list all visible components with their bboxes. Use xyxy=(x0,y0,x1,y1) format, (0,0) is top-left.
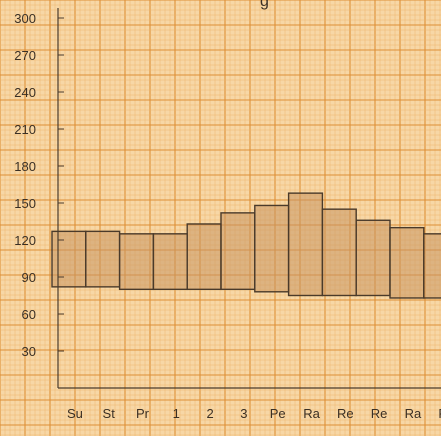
axes-layer xyxy=(57,8,441,389)
bar xyxy=(287,192,324,297)
bar xyxy=(85,230,121,288)
y-tick-label: 150 xyxy=(14,196,36,211)
x-tick-label: 3 xyxy=(240,406,247,421)
y-tick-label: 120 xyxy=(14,233,36,248)
x-tick-label: Re xyxy=(337,406,354,421)
y-tick-label: 240 xyxy=(14,85,36,100)
y-tick-label: 60 xyxy=(22,307,36,322)
y-tick-label: 270 xyxy=(14,48,36,63)
x-tick-label: Ra xyxy=(405,406,422,421)
bar xyxy=(321,208,357,297)
bar xyxy=(118,233,155,291)
y-tick-label: 180 xyxy=(14,159,36,174)
bar xyxy=(51,230,87,288)
x-tick-label: Pr xyxy=(136,406,150,421)
x-tick-label: Su xyxy=(67,406,83,421)
x-tick-label: Re xyxy=(371,406,388,421)
x-tick-label: Ra xyxy=(303,406,320,421)
bar xyxy=(355,219,391,297)
x-tick-label: 2 xyxy=(206,406,213,421)
y-tick-label: 210 xyxy=(14,122,36,137)
title-fragment: g xyxy=(260,0,269,10)
y-tick-label: 30 xyxy=(22,344,36,359)
y-tick-label: 300 xyxy=(14,11,36,26)
x-tick-label: Pe xyxy=(270,406,286,421)
x-tick-labels: Su St Pr 1 2 3 Pe Ra Re Re Ra Re xyxy=(67,406,441,421)
bar xyxy=(389,226,425,299)
bar xyxy=(254,204,290,293)
y-tick-label: 90 xyxy=(22,270,36,285)
bar xyxy=(423,233,441,299)
bar xyxy=(220,212,256,291)
x-tick-label: St xyxy=(103,406,116,421)
x-tick-label: Re xyxy=(438,406,441,421)
bar xyxy=(186,223,222,291)
bar xyxy=(152,233,188,291)
bars-layer xyxy=(51,192,441,299)
y-tick-labels: 30 60 90 120 150 180 210 240 270 300 xyxy=(14,11,64,359)
x-tick-label: 1 xyxy=(173,406,180,421)
